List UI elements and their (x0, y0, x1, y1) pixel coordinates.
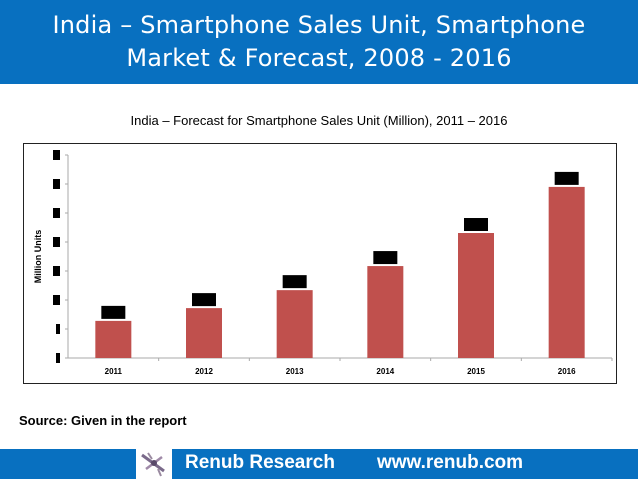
bar-2013 (276, 290, 313, 358)
chart-title: India – Forecast for Smartphone Sales Un… (130, 113, 508, 128)
y-tick-label-redacted (56, 353, 60, 363)
x-tick-label-2012: 2012 (195, 367, 213, 376)
data-label-redacted-2014 (373, 251, 398, 265)
x-tick-label-2014: 2014 (376, 367, 394, 376)
renub-logo-icon (136, 449, 172, 479)
data-label-redacted-2015 (464, 218, 488, 232)
bar-2012 (186, 308, 222, 358)
data-label-redacted-2013 (282, 275, 307, 289)
data-label-redacted-2016 (554, 171, 579, 185)
source-note: Source: Given in the report (19, 413, 187, 428)
footer-bar: Renub Research www.renub.com (0, 449, 638, 479)
y-tick-label-redacted (53, 295, 60, 305)
x-tick-label-2015: 2015 (467, 367, 485, 376)
x-tick-label-2016: 2016 (558, 367, 576, 376)
y-tick-label-redacted (53, 266, 60, 276)
bar-chart: Million Units 2011 2012 2013 2014 2015 2016 (33, 150, 613, 376)
footer-brand: Renub Research (185, 452, 335, 473)
y-tick-label-redacted (53, 208, 60, 218)
y-tick-label-redacted (53, 150, 60, 160)
bar-2016 (548, 186, 585, 358)
y-tick-label-redacted (53, 237, 60, 247)
y-axis-label: Million Units (33, 230, 43, 284)
x-tick-label-2011: 2011 (105, 367, 123, 376)
footer-url[interactable]: www.renub.com (377, 452, 524, 473)
slide-header: India – Smartphone Sales Unit, Smartphon… (0, 0, 638, 84)
bar-2011 (95, 320, 132, 358)
bar-2015 (458, 233, 494, 358)
chart-frame: Million Units 2011 2012 2013 2014 2015 2016 (23, 143, 617, 384)
slide-title-line-1: India – Smartphone Sales Unit, Smartphon… (52, 11, 586, 39)
slide-title-line-2: Market & Forecast, 2008 - 2016 (126, 44, 512, 72)
bar-2014 (367, 266, 404, 358)
x-tick-label-2013: 2013 (286, 367, 304, 376)
data-label-redacted-2012 (192, 293, 216, 307)
y-tick-label-redacted (56, 324, 60, 334)
data-label-redacted-2011 (101, 305, 126, 319)
y-tick-label-redacted (53, 179, 60, 189)
